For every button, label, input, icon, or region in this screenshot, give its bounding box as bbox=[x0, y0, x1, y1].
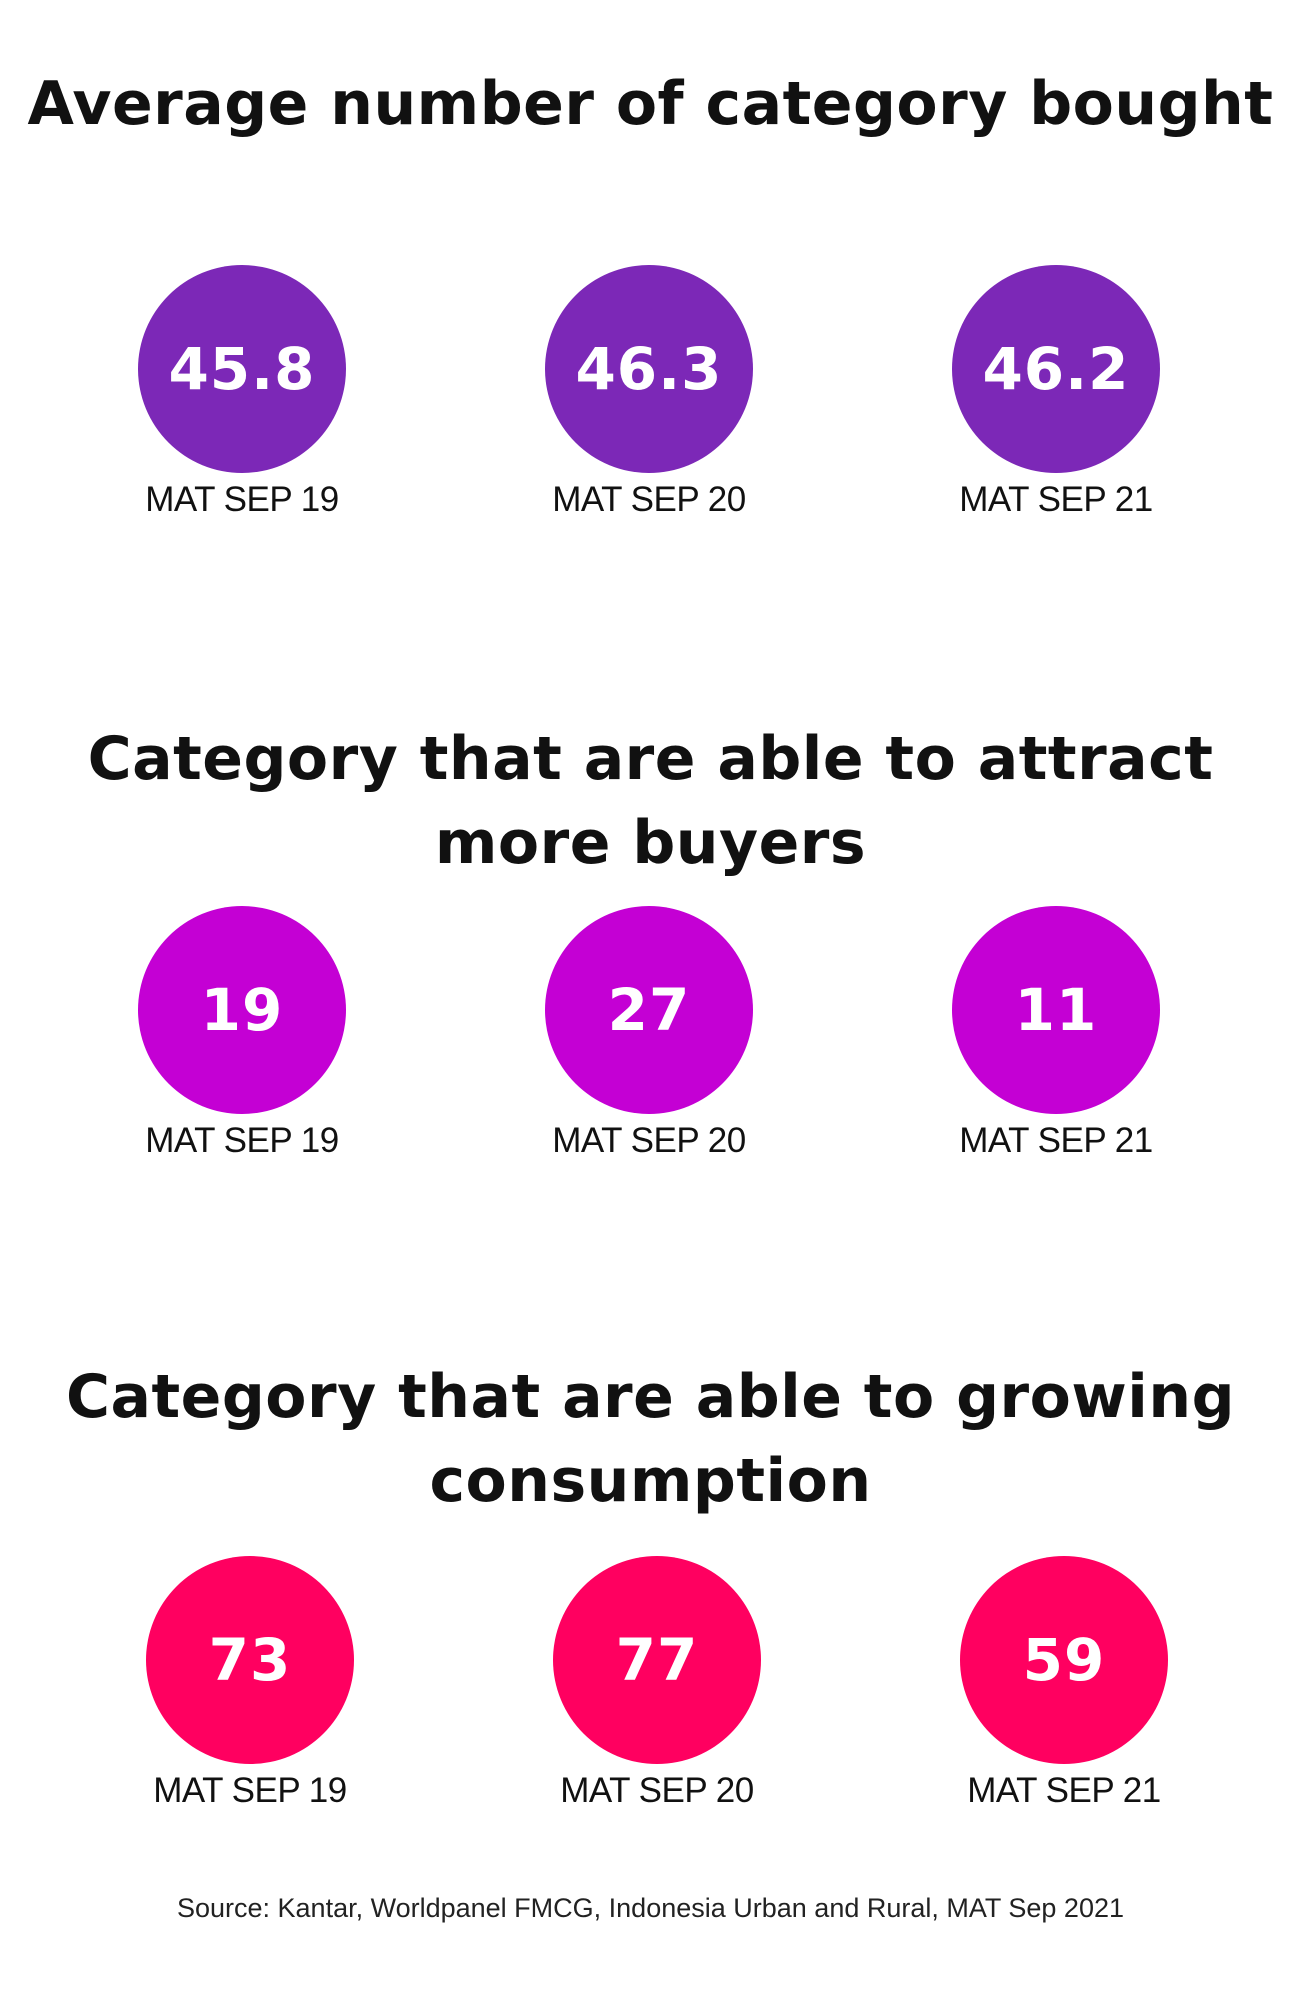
stat-value: 46.3 bbox=[575, 335, 723, 403]
section-title: Category that are able to growing consum… bbox=[65, 1362, 1236, 1516]
stat-value: 46.2 bbox=[982, 335, 1130, 403]
stat-circle: 46.3 bbox=[545, 265, 753, 473]
stat-value: 59 bbox=[1022, 1626, 1106, 1694]
period-label: MAT SEP 19 bbox=[145, 480, 339, 519]
stat-value: 11 bbox=[1014, 976, 1098, 1044]
stat-circle: 77 bbox=[553, 1556, 761, 1764]
stat-value: 19 bbox=[200, 976, 284, 1044]
stat-circle: 45.8 bbox=[138, 265, 346, 473]
stat-value: 73 bbox=[208, 1626, 292, 1694]
section-title: Average number of category bought bbox=[27, 69, 1274, 139]
stat-value: 77 bbox=[615, 1626, 699, 1694]
period-label: MAT SEP 21 bbox=[967, 1771, 1161, 1810]
stat-value: 27 bbox=[607, 976, 691, 1044]
stat-circle: 73 bbox=[146, 1556, 354, 1764]
stat-circle: 46.2 bbox=[952, 265, 1160, 473]
stat-circle: 59 bbox=[960, 1556, 1168, 1764]
period-label: MAT SEP 21 bbox=[959, 1121, 1153, 1160]
period-label: MAT SEP 20 bbox=[552, 480, 746, 519]
period-label: MAT SEP 20 bbox=[552, 1121, 746, 1160]
stat-circle: 11 bbox=[952, 906, 1160, 1114]
stat-circle: 19 bbox=[138, 906, 346, 1114]
period-label: MAT SEP 20 bbox=[560, 1771, 754, 1810]
period-label: MAT SEP 19 bbox=[153, 1771, 347, 1810]
stat-value: 45.8 bbox=[168, 335, 316, 403]
source-note: Source: Kantar, Worldpanel FMCG, Indones… bbox=[176, 1893, 1124, 1923]
section-title: Category that are able to attract more b… bbox=[87, 724, 1214, 878]
stat-circle: 27 bbox=[545, 906, 753, 1114]
period-label: MAT SEP 19 bbox=[145, 1121, 339, 1160]
period-label: MAT SEP 21 bbox=[959, 480, 1153, 519]
